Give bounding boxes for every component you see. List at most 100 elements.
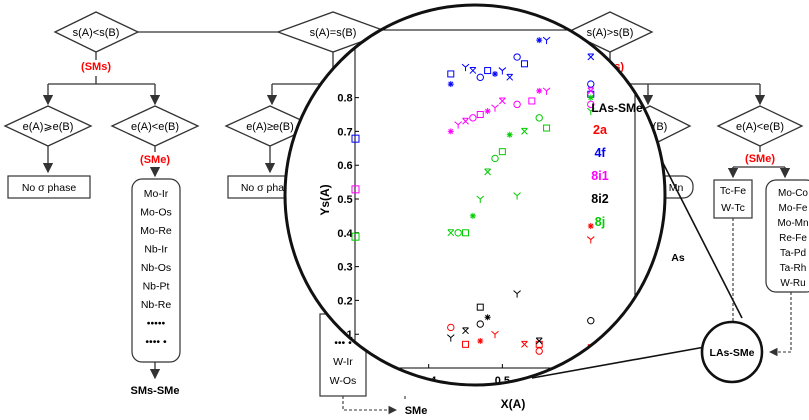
system-item: ••••• (147, 318, 166, 330)
data-point (506, 73, 514, 81)
legend-item: 2a (593, 123, 608, 137)
data-point (506, 131, 513, 138)
data-point (446, 334, 455, 342)
svg-text:e(A)⩾e(B): e(A)⩾e(B) (23, 121, 74, 133)
svg-text:No σ phase: No σ phase (241, 182, 296, 194)
data-point (351, 232, 360, 241)
data-point (469, 114, 477, 122)
data-point (351, 185, 360, 194)
data-point (484, 314, 491, 321)
svg-text:e(A)≥e(B): e(A)≥e(B) (246, 121, 294, 133)
data-point (521, 340, 528, 348)
data-point (587, 53, 595, 61)
diamond-right-lt: e(A)<e(B) (716, 105, 804, 147)
ytick-label: 0.4 (337, 228, 353, 240)
legend-item: 4f (594, 146, 606, 160)
data-point (498, 67, 507, 75)
data-point (513, 53, 521, 61)
data-point (521, 127, 528, 135)
data-point (587, 87, 595, 95)
ytick-label: 0.7 (337, 126, 352, 138)
legend-item: 8i2 (591, 192, 608, 206)
data-point (351, 134, 360, 143)
branch-left-label: s(A)<s(B) (73, 27, 120, 39)
system-item: Mo-Ir (144, 188, 169, 200)
data-point (484, 67, 492, 75)
system-item: Nb-Pt (143, 281, 170, 293)
data-point (513, 290, 521, 298)
data-point (491, 104, 499, 112)
legend-item: 8i1 (591, 169, 608, 183)
data-point (462, 340, 470, 348)
result-sme-middle: SMe (405, 405, 428, 417)
legend-item: 8j (595, 215, 605, 229)
ytick-label: 0.3 (337, 262, 352, 274)
tag-sme-left: SMe (144, 154, 167, 166)
data-point (587, 223, 594, 230)
data-point (469, 67, 477, 74)
chart-legend: LAs-SMe 2a 4f 8i1 8i2 8j (591, 101, 643, 229)
chart-points (351, 36, 595, 370)
ytick-label: 0.2 (337, 295, 352, 307)
data-point (462, 229, 470, 237)
data-point (498, 148, 506, 156)
zoom-source-circle (700, 320, 764, 384)
diamond-left-lt: e(A)<e(B) (110, 105, 200, 147)
data-point (542, 87, 551, 95)
chart-xlabel: X(A) (501, 397, 526, 411)
data-point (484, 168, 491, 176)
data-point (447, 128, 454, 135)
result-las-sme: LAs-SMe (710, 347, 755, 359)
system-item: Mo-Mn (777, 218, 808, 229)
data-point (587, 316, 595, 325)
data-point (447, 323, 455, 332)
legend-title: LAs-SMe (591, 101, 643, 115)
data-point (572, 360, 580, 369)
data-point (513, 100, 521, 109)
branch-middle-label: s(A)=s(B) (310, 27, 357, 39)
data-point (543, 124, 551, 132)
data-point (587, 100, 595, 109)
system-item: W-Tc (721, 202, 745, 214)
svg-text:(SMe): (SMe) (140, 154, 170, 166)
system-item: Mo-Co (778, 188, 808, 199)
diamond-left: s(A)<s(B) (53, 11, 140, 53)
tag-sme-right: SMe (749, 153, 772, 165)
system-item: Re-Fe (779, 233, 807, 244)
data-point (586, 107, 595, 116)
svg-text:e(A)<e(B): e(A)<e(B) (736, 121, 784, 133)
system-item: Nb-Re (141, 299, 172, 311)
data-point (454, 229, 462, 237)
xtick-label: 0.5 (495, 375, 510, 387)
svg-text:(SMe): (SMe) (745, 153, 775, 165)
systems-list-right-2: Mo-Co Mo-Fe Mo-Mn Re-Fe Ta-Pd Ta-Rh W-Ru (777, 188, 808, 289)
svg-text:(SMs): (SMs) (81, 61, 111, 73)
system-item: ••• • (334, 337, 352, 349)
data-point (535, 114, 543, 122)
data-point (476, 195, 485, 203)
data-point (447, 229, 455, 237)
data-point (528, 97, 536, 105)
data-point (536, 87, 543, 94)
data-point (476, 111, 484, 118)
data-point (513, 192, 521, 200)
data-point (536, 37, 543, 44)
system-item: Tc-Fe (720, 185, 746, 197)
data-point (484, 108, 491, 115)
systems-list-middle: ••• • W-Ir W-Os (330, 337, 357, 387)
tag-sms: SMs (85, 61, 108, 73)
data-point (535, 337, 543, 345)
data-point (462, 117, 469, 125)
chart-ylabel: Ys(A) (318, 184, 332, 215)
ytick-label: 0.6 (337, 160, 352, 172)
data-point (447, 81, 454, 88)
data-point (492, 70, 498, 77)
zoom-circle (283, 3, 667, 387)
branch-right-label: s(A)>s(B) (587, 27, 634, 39)
data-point (542, 36, 551, 45)
result-sms-sme: SMs-SMe (131, 385, 180, 397)
data-point (491, 330, 499, 339)
data-point (587, 80, 595, 88)
system-item: •••• • (145, 336, 167, 348)
